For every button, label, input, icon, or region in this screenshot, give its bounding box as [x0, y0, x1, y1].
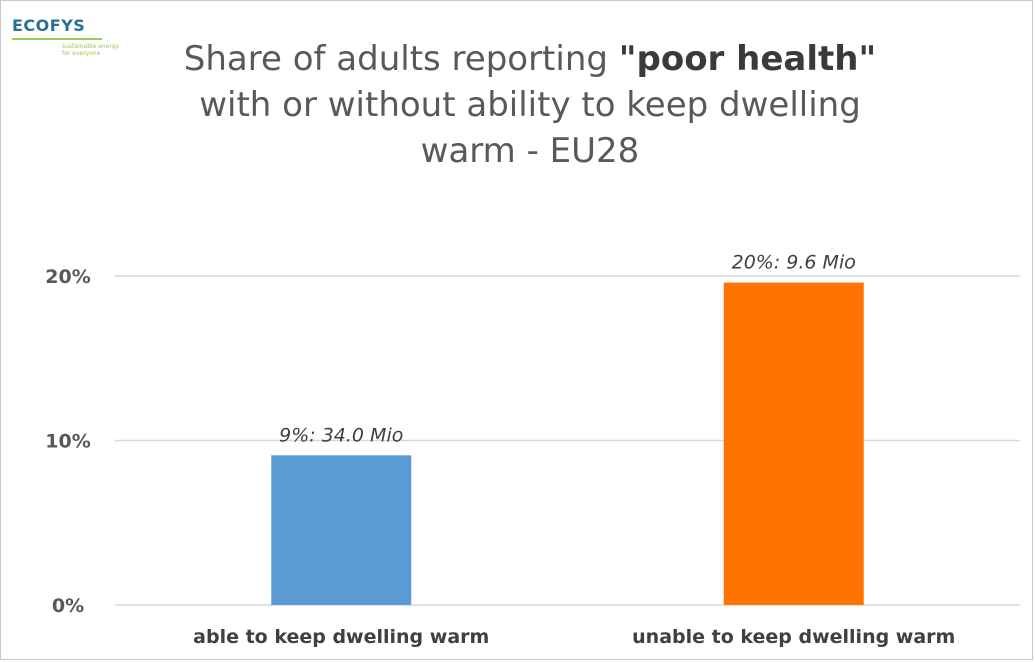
x-axis-category-labels: able to keep dwelling warm unable to keep…: [193, 626, 955, 648]
chart-title-line1-prefix: Share of adults reporting: [183, 39, 619, 79]
chart-title-line3: warm - EU28: [420, 131, 640, 171]
y-tick-label: 20%: [45, 266, 90, 288]
logo-subtext: sustainable energy for everyone: [62, 43, 120, 57]
logo-text: ECOFYS: [12, 16, 86, 35]
bar-data-label: 20%: 9.6 Mio: [732, 252, 856, 274]
y-tick-label: 0%: [52, 595, 84, 617]
y-tick-label: 10%: [45, 431, 90, 453]
bar-data-label: 9%: 34.0 Mio: [279, 424, 403, 446]
logo-underline: [12, 38, 102, 40]
chart-title: Share of adults reporting "poor health" …: [100, 36, 960, 174]
gridlines: [115, 275, 1020, 606]
bar-data-labels: 9%: 34.0 Mio 20%: 9.6 Mio: [279, 252, 856, 447]
bar: [271, 455, 412, 605]
ecofys-logo: ECOFYS sustainable energy for everyone: [12, 16, 122, 64]
bar: [723, 282, 864, 605]
chart-title-line1-emphasis: "poor health": [618, 39, 877, 79]
y-axis-tick-labels: 0% 10% 20%: [45, 266, 90, 617]
chart-title-line2: with or without ability to keep dwelling: [199, 85, 861, 125]
x-category-label: able to keep dwelling warm: [193, 626, 489, 648]
x-category-label: unable to keep dwelling warm: [632, 626, 955, 648]
bars: [271, 282, 864, 605]
